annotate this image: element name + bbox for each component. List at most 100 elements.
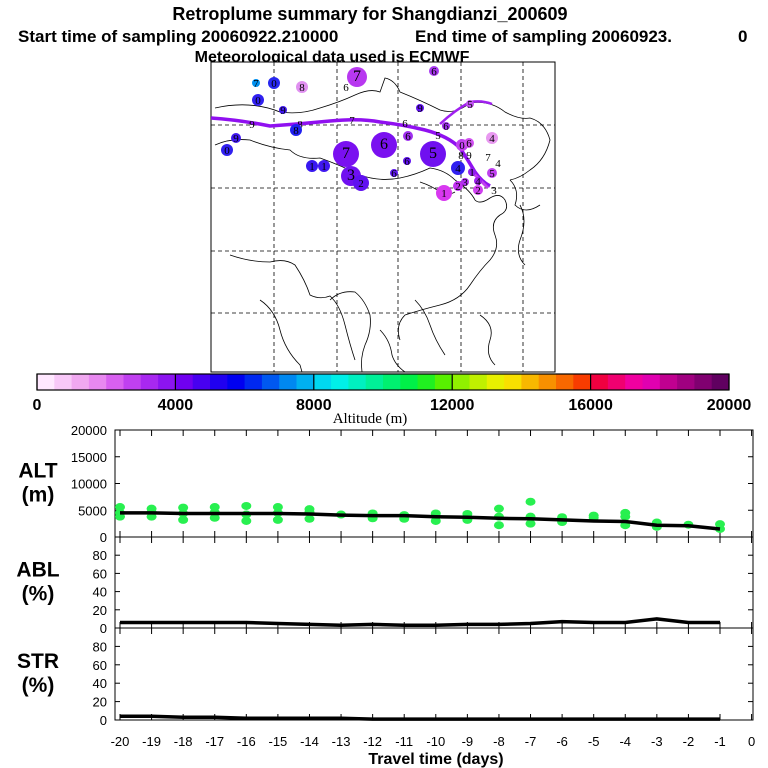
xtick-label-0: -20 bbox=[111, 734, 130, 749]
map-marker-17 bbox=[451, 161, 465, 175]
colorbar-swatch-39 bbox=[711, 374, 730, 390]
map-marker-label-9: 1 bbox=[469, 167, 475, 179]
colorbar-swatch-33 bbox=[607, 374, 626, 390]
map-marker-16 bbox=[318, 160, 330, 172]
map-marker-label-21: 6 bbox=[466, 138, 472, 150]
panel-0-ylabel-1: (m) bbox=[22, 484, 55, 507]
map-marker-27 bbox=[347, 67, 367, 87]
map-marker-label-29: 8 bbox=[299, 82, 305, 94]
map-marker-label-13: 3 bbox=[347, 167, 355, 184]
colorbar-swatch-2 bbox=[71, 374, 90, 390]
colorbar-tick-label-1: 4000 bbox=[158, 397, 194, 414]
colorbar-label: Altitude (m) bbox=[333, 411, 408, 427]
alt-point-20 bbox=[304, 514, 315, 523]
panel-2-ytick-label-0: 0 bbox=[100, 713, 107, 728]
panel-0-ytick-label-4: 20000 bbox=[71, 423, 107, 438]
end-time-label: End time of sampling 20060923. bbox=[415, 27, 672, 46]
map-marker-label-23: 6 bbox=[405, 131, 411, 143]
map-marker-label-36: 8 bbox=[297, 119, 303, 131]
map-marker-6 bbox=[461, 178, 469, 186]
xtick-label-13: -7 bbox=[525, 734, 537, 749]
alt-point-13 bbox=[241, 516, 252, 525]
panel-0-series-0 bbox=[120, 511, 721, 531]
map-marker-44 bbox=[390, 169, 398, 177]
map-marker-11 bbox=[371, 132, 397, 158]
alt-point-2 bbox=[115, 512, 125, 521]
panel-0-ylabel-0: ALT bbox=[18, 460, 57, 483]
colorbar-swatch-30 bbox=[556, 374, 574, 390]
colorbar-swatch-11 bbox=[227, 374, 246, 390]
alt-point-40 bbox=[588, 511, 599, 520]
panel-2-ytick-label-3: 60 bbox=[93, 658, 107, 673]
x-axis-label: Travel time (days) bbox=[368, 751, 503, 768]
xtick-label-19: -1 bbox=[714, 734, 726, 749]
alt-point-1 bbox=[115, 503, 125, 512]
map-marker-label-0: 1 bbox=[441, 188, 447, 200]
map-marker-label-38: 6 bbox=[402, 118, 408, 130]
map-marker-12 bbox=[333, 141, 359, 167]
panel-0: 0 5000 10000 15000 20000 ALT(m) bbox=[18, 423, 754, 545]
map-marker-42 bbox=[221, 144, 233, 156]
map-marker-33 bbox=[252, 94, 264, 106]
xtick-label-16: -4 bbox=[619, 734, 631, 749]
figure-title: Retroplume summary for Shangdianzi_20060… bbox=[172, 4, 567, 24]
map-marker-label-24: 6 bbox=[443, 121, 449, 133]
map-marker-label-1: 2 bbox=[475, 185, 481, 197]
panel-frame-2 bbox=[114, 627, 754, 721]
map-marker-label-22: 4 bbox=[489, 133, 495, 145]
xtick-label-11: -9 bbox=[462, 734, 474, 749]
colorbar-swatch-3 bbox=[88, 374, 107, 390]
map-marker-label-11: 6 bbox=[380, 136, 388, 153]
map-marker-28 bbox=[429, 66, 439, 76]
map-marker-label-4: 4 bbox=[475, 176, 481, 188]
map-marker-label-3: 3 bbox=[491, 185, 497, 197]
map-marker-26 bbox=[416, 104, 424, 112]
map-marker-label-35: 9 bbox=[249, 119, 255, 131]
map-marker-label-39: 5 bbox=[435, 130, 441, 142]
colorbar-swatch-5 bbox=[123, 374, 142, 390]
xtick-label-5: -15 bbox=[268, 734, 287, 749]
colorbar-swatch-32 bbox=[590, 374, 609, 390]
xtick-label-3: -17 bbox=[205, 734, 224, 749]
map-marker-label-12: 7 bbox=[342, 145, 350, 162]
colorbar-tick-label-3: 12000 bbox=[430, 397, 475, 414]
map-marker-label-42: 0 bbox=[224, 145, 230, 157]
panel-2-ytick-label-2: 40 bbox=[93, 676, 107, 691]
map-marker-label-34: 9 bbox=[280, 105, 286, 117]
map-marker-label-5: 5 bbox=[489, 168, 495, 180]
map-marker-2 bbox=[453, 181, 463, 191]
colorbar-swatch-34 bbox=[625, 374, 643, 390]
alt-point-42 bbox=[620, 508, 631, 517]
colorbar-swatch-13 bbox=[261, 374, 280, 390]
alt-point-36 bbox=[525, 519, 536, 528]
map-marker-label-28: 6 bbox=[431, 66, 437, 78]
colorbar-swatch-37 bbox=[677, 374, 695, 390]
colorbar-swatch-24 bbox=[452, 374, 470, 390]
map-marker-43 bbox=[403, 157, 411, 165]
start-time-label: Start time of sampling 20060922.210000 bbox=[18, 27, 338, 46]
map-marker-34 bbox=[279, 106, 287, 114]
map-marker-5 bbox=[487, 168, 497, 178]
map-marker-29 bbox=[296, 81, 308, 93]
map-marker-label-17: 4 bbox=[455, 163, 461, 175]
colorbar-swatch-36 bbox=[659, 374, 678, 390]
panel-1-series-0 bbox=[120, 617, 720, 628]
colorbar-swatch-6 bbox=[140, 374, 159, 390]
panel-1-ylabel-1: (%) bbox=[22, 583, 55, 606]
map-marker-label-25: 5 bbox=[467, 99, 473, 111]
map-marker-label-26: 9 bbox=[417, 103, 423, 115]
map-marker-32 bbox=[252, 79, 260, 87]
xtick-label-20: 0 bbox=[748, 734, 755, 749]
alt-point-8 bbox=[178, 503, 189, 512]
xtick-label-6: -14 bbox=[300, 734, 319, 749]
map-marker-24 bbox=[442, 122, 450, 130]
map-marker-0 bbox=[436, 185, 452, 201]
altitude-colorbar: 0 4000 8000 12000 16000 20000 bbox=[33, 373, 751, 414]
alt-point-11 bbox=[209, 513, 220, 522]
panel-1-ylabel-0: ABL bbox=[16, 559, 59, 582]
map-marker-label-43: 6 bbox=[404, 156, 410, 168]
map-marker-label-18: 8 bbox=[458, 150, 464, 162]
alt-point-16 bbox=[272, 503, 283, 512]
